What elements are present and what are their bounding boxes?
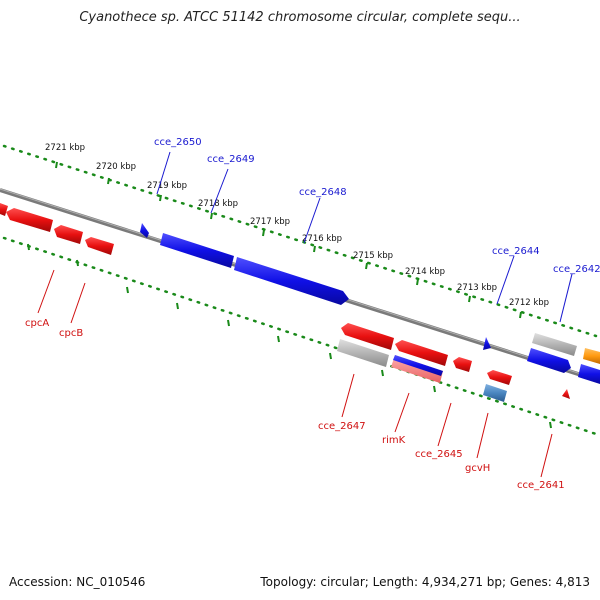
forward-genes <box>140 223 600 384</box>
gene-rimK-blue[interactable] <box>393 355 443 376</box>
scale-labels: 2721 kbp 2720 kbp 2719 kbp 2718 kbp 2717… <box>45 143 549 308</box>
gene-red-small-2[interactable] <box>453 357 472 372</box>
gene-label-lower[interactable]: cce_2647 <box>318 421 366 432</box>
upper-gene-labels: cce_2650 cce_2649 cce_2648 cce_2644 cce_… <box>154 137 600 323</box>
gene-label-lower[interactable]: cpcB <box>59 328 83 339</box>
outer-scale-track <box>2 144 598 338</box>
gene-cce-2649[interactable] <box>160 233 234 268</box>
gene-grey-lower[interactable] <box>337 339 389 367</box>
gene-steelblue[interactable] <box>483 384 507 402</box>
gene-label-upper[interactable]: cce_2649 <box>207 154 255 165</box>
accession-text: Accession: NC_010546 <box>9 575 146 589</box>
gene-cce-2650[interactable] <box>140 223 149 238</box>
scale-label: 2712 kbp <box>509 298 549 308</box>
gene-label-lower[interactable]: gcvH <box>465 463 490 474</box>
outer-major-ticks <box>55 161 522 319</box>
gene-cce-2642[interactable] <box>527 348 571 373</box>
scale-label: 2715 kbp <box>353 251 393 261</box>
gene-blue-edge[interactable] <box>578 364 600 384</box>
gene-label-lower[interactable]: cce_2641 <box>517 480 565 491</box>
scale-label: 2718 kbp <box>198 199 238 209</box>
scale-label: 2716 kbp <box>302 234 342 244</box>
scale-label: 2713 kbp <box>457 283 497 293</box>
inner-scale-track <box>2 236 598 436</box>
inner-major-ticks <box>27 243 552 429</box>
gene-label-upper[interactable]: cce_2648 <box>299 187 347 198</box>
gene-red-small-1[interactable] <box>85 237 114 255</box>
gene-label-upper[interactable]: cce_2642 <box>553 264 600 275</box>
scale-label: 2720 kbp <box>96 162 136 172</box>
gene-cce-2648[interactable] <box>234 257 349 305</box>
gene-cpcB[interactable] <box>54 225 83 244</box>
gene-label-lower[interactable]: cce_2645 <box>415 449 463 460</box>
gene-cpcA[interactable] <box>6 208 53 232</box>
gene-label-lower[interactable]: rimK <box>382 435 406 446</box>
gene-gcvH[interactable] <box>487 370 512 385</box>
gene-orange[interactable] <box>583 348 600 364</box>
gene-cce-2645[interactable] <box>395 340 448 366</box>
page-title: Cyanothece sp. ATCC 51142 chromosome cir… <box>79 10 521 25</box>
reverse-genes <box>0 203 570 402</box>
gene-cce-2647[interactable] <box>341 323 394 350</box>
genome-summary-text: Topology: circular; Length: 4,934,271 bp… <box>260 575 590 589</box>
gene-cce-2644[interactable] <box>483 337 491 350</box>
gene-label-lower[interactable]: cpcA <box>25 318 49 329</box>
gene-grey-upper[interactable] <box>532 333 577 356</box>
gene-label-upper[interactable]: cce_2650 <box>154 137 202 148</box>
scale-label: 2714 kbp <box>405 267 445 277</box>
gene-label-upper[interactable]: cce_2644 <box>492 246 540 257</box>
scale-label: 2719 kbp <box>147 181 187 191</box>
gene-cce-2641[interactable] <box>562 389 570 399</box>
scale-label: 2721 kbp <box>45 143 85 153</box>
scale-label: 2717 kbp <box>250 217 290 227</box>
lower-gene-labels: cpcA cpcB cce_2647 rimK cce_2645 gcvH cc… <box>25 269 565 491</box>
gene-red-edge[interactable] <box>0 203 8 216</box>
